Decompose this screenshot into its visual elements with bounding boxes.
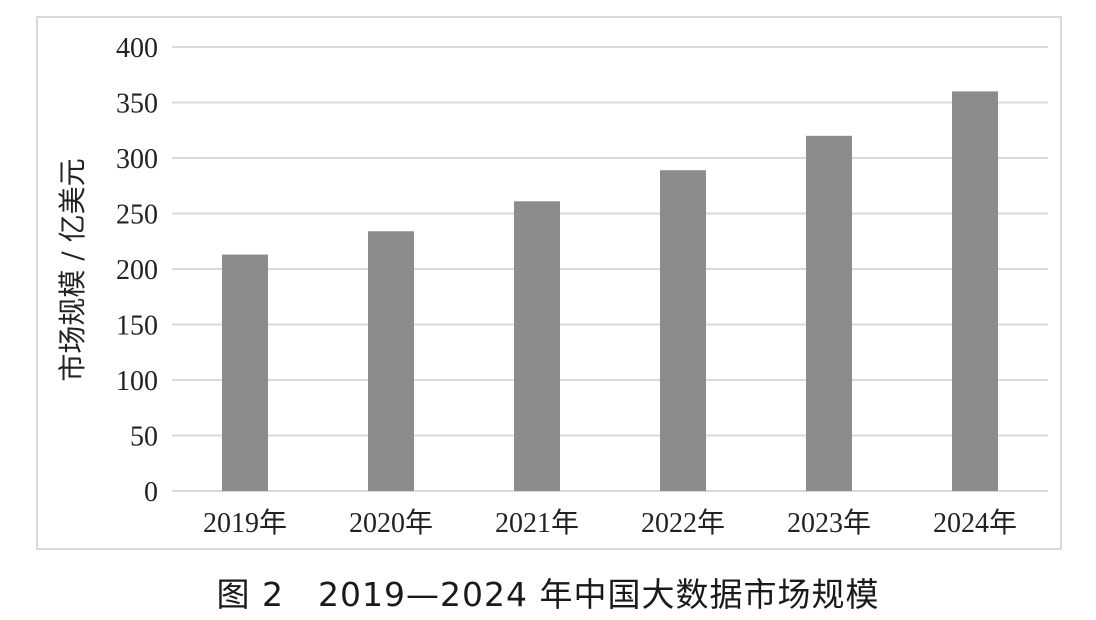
bar-2020年 [368, 231, 414, 491]
y-tick-label: 50 [130, 422, 158, 453]
bar-2022年 [660, 170, 706, 491]
y-tick-label: 400 [116, 33, 158, 64]
x-tick-label: 2019年 [203, 507, 287, 539]
y-tick-label: 100 [116, 366, 158, 397]
x-tick-label: 2024年 [933, 507, 1017, 539]
bar-2019年 [222, 254, 268, 491]
y-tick-label: 300 [116, 144, 158, 175]
y-tick-label: 200 [116, 255, 158, 286]
gridlines [172, 46, 1048, 492]
x-tick-label: 2023年 [787, 507, 871, 539]
x-tick-label: 2020年 [349, 507, 433, 539]
y-tick-label: 350 [116, 89, 158, 120]
y-tick-label: 250 [116, 200, 158, 231]
bars [222, 91, 998, 492]
y-axis-ticks: 0 50 100 150 200 250 300 350 400 [116, 33, 158, 508]
x-tick-label: 2021年 [495, 507, 579, 539]
figure-caption: 图 2 2019—2024 年中国大数据市场规模 [216, 575, 880, 614]
y-tick-label: 0 [144, 477, 158, 508]
y-tick-label: 150 [116, 311, 158, 342]
x-tick-label: 2022年 [641, 507, 725, 539]
bar-2024年 [952, 91, 998, 492]
bar-2023年 [806, 135, 852, 492]
bar-chart: 0 50 100 150 200 250 300 350 400 2019年 2020年 2021年… [56, 33, 1048, 539]
bar-2021年 [514, 201, 560, 492]
y-axis-title: 市场规模 / 亿美元 [56, 158, 89, 381]
x-axis-ticks: 2019年 2020年 2021年 2022年 2023年 2024年 [203, 507, 1017, 539]
